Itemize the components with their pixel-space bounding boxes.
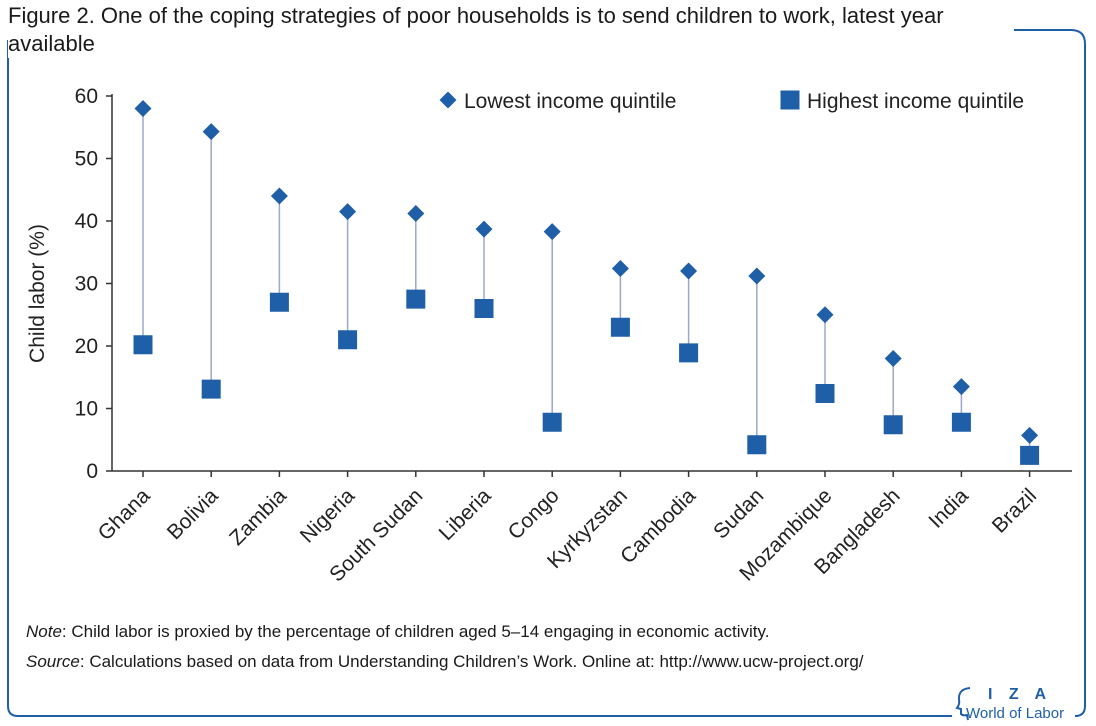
point-lowest-quintile (543, 223, 561, 241)
point-lowest-quintile (475, 220, 493, 238)
point-lowest-quintile (680, 262, 698, 280)
point-lowest-quintile (202, 123, 220, 141)
point-highest-quintile (679, 343, 699, 363)
note-label: Note (26, 622, 62, 641)
x-tick-label: India (924, 484, 973, 533)
legend-label-highest: Highest income quintile (807, 90, 1024, 113)
point-highest-quintile (474, 299, 494, 318)
point-highest-quintile (269, 292, 289, 312)
legend-marker-highest (780, 90, 800, 110)
x-tick-label: Congo (504, 484, 564, 544)
point-highest-quintile (201, 379, 221, 399)
logo-subtitle: World of Labor (966, 705, 1065, 722)
x-tick-label: Ghana (94, 484, 155, 545)
x-tick-label: Brazil (988, 484, 1041, 537)
y-axis-label: Child labor (%) (26, 224, 49, 363)
y-tick-label: 0 (86, 460, 98, 483)
figure-title: Figure 2. One of the coping strategies o… (8, 2, 1014, 58)
y-tick-label: 50 (75, 148, 98, 171)
x-tick-label: Liberia (435, 484, 496, 545)
point-lowest-quintile (339, 203, 357, 221)
head-profile-icon (955, 687, 971, 721)
y-tick-label: 60 (75, 85, 98, 108)
point-highest-quintile (815, 384, 835, 403)
iza-logo: I Z A World of Labor (955, 686, 1080, 724)
y-tick-label: 10 (75, 398, 98, 421)
legend-label-lowest: Lowest income quintile (464, 90, 676, 113)
y-tick-label: 40 (75, 210, 98, 233)
point-highest-quintile (133, 335, 153, 355)
point-highest-quintile (747, 435, 767, 455)
x-tick-label: Sudan (709, 484, 768, 543)
y-tick-label: 20 (75, 335, 98, 358)
point-highest-quintile (1020, 445, 1040, 465)
x-tick-label: Zambia (225, 484, 291, 550)
point-lowest-quintile (611, 260, 629, 277)
point-highest-quintile (951, 412, 971, 432)
point-highest-quintile (883, 415, 903, 435)
point-lowest-quintile (1021, 426, 1039, 444)
figure-note: Note: Child labor is proxied by the perc… (26, 622, 769, 642)
point-lowest-quintile (270, 187, 288, 205)
source-label: Source (26, 652, 80, 671)
x-tick-label: Cambodia (616, 484, 700, 568)
point-lowest-quintile (134, 100, 152, 117)
x-tick-label: Nigeria (296, 484, 360, 548)
point-lowest-quintile (884, 350, 902, 367)
legend-marker-lowest (439, 91, 457, 109)
point-lowest-quintile (748, 267, 766, 285)
source-text: : Calculations based on data from Unders… (79, 652, 864, 671)
point-highest-quintile (406, 289, 426, 309)
point-highest-quintile (338, 330, 358, 350)
note-text: : Child labor is proxied by the percenta… (61, 622, 770, 641)
y-tick-label: 30 (75, 273, 98, 296)
point-lowest-quintile (816, 306, 834, 324)
point-lowest-quintile (952, 378, 970, 396)
x-tick-label: Bolivia (163, 484, 223, 544)
point-lowest-quintile (407, 205, 425, 222)
figure-source: Source: Calculations based on data from … (26, 652, 864, 672)
logo-letters: I Z A (988, 686, 1053, 703)
point-highest-quintile (542, 412, 562, 432)
point-highest-quintile (610, 317, 630, 337)
